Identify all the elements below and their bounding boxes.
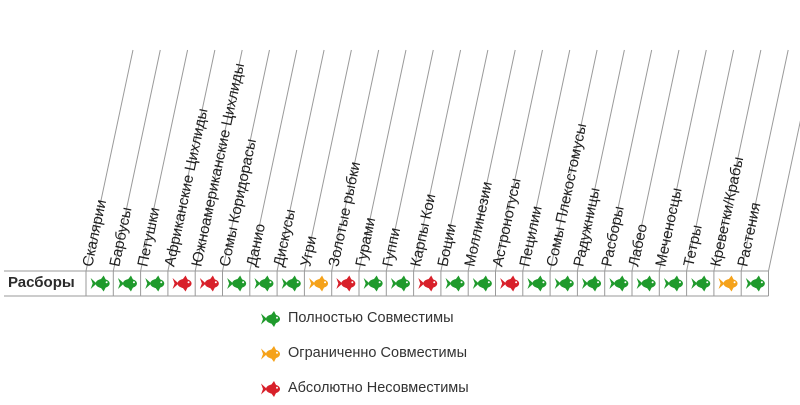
header-divider	[140, 49, 189, 272]
header-divider	[549, 49, 598, 272]
header-divider	[604, 49, 653, 272]
fish-incompatible-icon	[500, 275, 520, 292]
fish-incompatible-icon	[418, 275, 438, 292]
header-divider	[713, 49, 762, 272]
fish-incompatible-icon	[261, 381, 280, 397]
fish-compatible-icon	[691, 275, 711, 292]
header-divider	[276, 49, 325, 272]
header-divider	[413, 49, 462, 272]
header-divider	[303, 49, 352, 272]
fish-compatible-icon	[363, 275, 383, 292]
header-divider	[658, 49, 707, 272]
header-divider	[440, 49, 489, 272]
fish-limited-icon	[718, 275, 738, 292]
legend-label: Ограниченно Совместимы	[288, 345, 468, 361]
fish-compatible-icon	[90, 275, 110, 292]
fish-limited-icon	[309, 275, 329, 292]
header-divider	[495, 49, 543, 272]
fish-compatible-icon	[527, 275, 547, 292]
fish-compatible-icon	[261, 311, 280, 327]
fish-compatible-icon	[390, 275, 410, 292]
fish-compatible-icon	[281, 275, 301, 292]
legend-label: Абсолютно Несовместимы	[288, 380, 469, 396]
header-divider	[768, 120, 800, 272]
fish-incompatible-icon	[336, 275, 356, 292]
header-divider	[522, 49, 571, 272]
legend-fish-incompatible-icon	[261, 381, 280, 397]
legend-fish-compatible-icon	[261, 311, 280, 327]
legend-fish-limited-icon	[261, 346, 280, 362]
fish-compatible-icon	[117, 275, 137, 292]
legend-label: Полностью Совместимы	[288, 310, 454, 326]
fish-compatible-icon	[472, 275, 492, 292]
header-divider	[222, 49, 270, 272]
header-divider	[194, 49, 243, 272]
header-divider	[631, 49, 680, 272]
header-divider	[249, 49, 298, 272]
fish-compatible-icon	[663, 275, 683, 292]
header-divider	[686, 49, 735, 272]
fish-compatible-icon	[445, 275, 465, 292]
header-divider	[358, 49, 407, 272]
header-divider	[385, 49, 434, 272]
fish-compatible-icon	[636, 275, 656, 292]
header-divider	[576, 49, 625, 272]
fish-compatible-icon	[227, 275, 247, 292]
fish-incompatible-icon	[172, 275, 192, 292]
fish-incompatible-icon	[199, 275, 219, 292]
header-divider	[331, 49, 380, 272]
header-divider	[112, 49, 161, 272]
header-divider	[167, 49, 216, 272]
fish-compatible-icon	[145, 275, 165, 292]
header-divider	[740, 49, 789, 272]
row-label: Расборы	[8, 274, 75, 291]
fish-compatible-icon	[609, 275, 629, 292]
header-divider	[467, 49, 516, 272]
fish-compatible-icon	[582, 275, 602, 292]
fish-compatible-icon	[254, 275, 274, 292]
fish-compatible-icon	[554, 275, 574, 292]
fish-compatible-icon	[745, 275, 765, 292]
header-divider	[85, 49, 134, 272]
fish-limited-icon	[261, 346, 280, 362]
